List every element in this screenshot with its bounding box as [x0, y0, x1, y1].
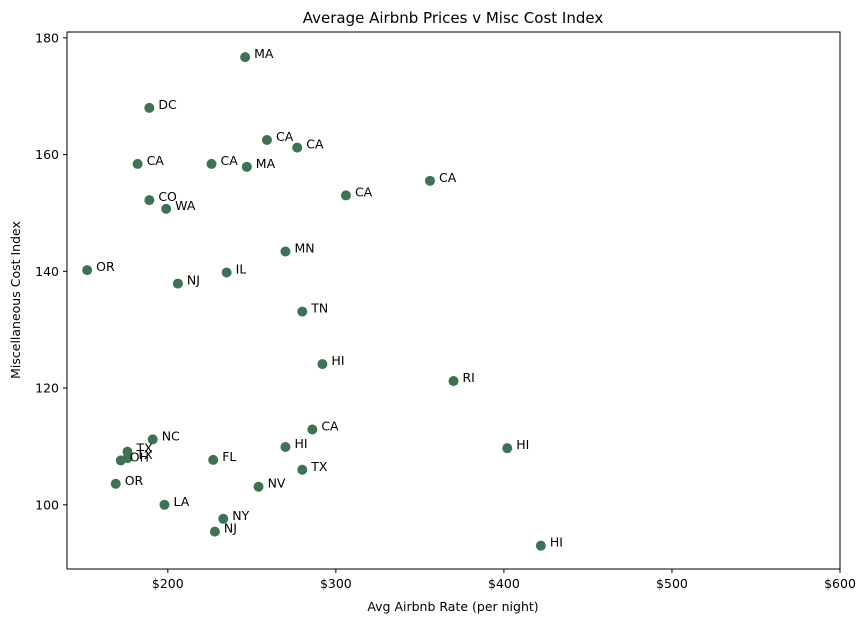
- data-point-label: NY: [232, 508, 249, 523]
- data-point-label: CO: [158, 189, 177, 204]
- data-point-label: OR: [125, 473, 144, 488]
- data-point-label: IL: [236, 261, 247, 276]
- data-point: [206, 158, 217, 169]
- data-point: [297, 464, 308, 475]
- data-point-label: CA: [276, 129, 294, 144]
- data-point-label: TX: [310, 459, 328, 474]
- data-point: [340, 190, 351, 201]
- data-point-label: OH: [130, 449, 149, 464]
- data-point: [424, 175, 435, 186]
- data-point: [82, 265, 93, 276]
- data-point-label: FL: [222, 449, 236, 464]
- data-point-label: LA: [173, 494, 189, 509]
- data-point-label: CA: [355, 184, 373, 199]
- x-axis-title: Avg Airbnb Rate (per night): [367, 599, 538, 614]
- data-point-label: NC: [162, 428, 180, 443]
- data-points: [82, 52, 546, 551]
- plot-frame: [66, 31, 841, 570]
- data-point: [144, 102, 155, 113]
- y-tick-label: 120: [35, 381, 59, 396]
- data-point-label: MN: [294, 240, 314, 255]
- data-point: [147, 434, 158, 445]
- y-tick-label: 140: [35, 264, 59, 279]
- data-point: [208, 454, 219, 465]
- data-point: [159, 499, 170, 510]
- data-point-label: CA: [439, 170, 457, 185]
- data-point-label: MA: [256, 156, 276, 171]
- data-point-label: RI: [463, 370, 475, 385]
- data-point-label: CA: [321, 418, 339, 433]
- x-tick-label: $600: [824, 576, 856, 591]
- data-point-label: CA: [306, 137, 324, 152]
- data-point-label: NV: [268, 476, 286, 491]
- data-point: [241, 161, 252, 172]
- x-tick-label: $400: [488, 576, 520, 591]
- y-tick-label: 160: [35, 147, 59, 162]
- data-point: [172, 278, 183, 289]
- data-point-label: NJ: [187, 273, 200, 288]
- data-point: [292, 142, 303, 153]
- data-point: [144, 195, 155, 206]
- data-point: [307, 424, 318, 435]
- data-point: [161, 203, 172, 214]
- data-point-label: CA: [221, 153, 239, 168]
- data-point: [448, 376, 459, 387]
- data-point-label: DC: [158, 97, 177, 112]
- data-point-label: CA: [147, 153, 165, 168]
- y-tick-label: 180: [35, 30, 59, 45]
- data-point-label: HI: [516, 437, 529, 452]
- data-point-label: HI: [550, 535, 563, 550]
- data-point: [317, 359, 328, 370]
- data-point-label: NJ: [224, 521, 237, 536]
- x-tick-label: $500: [656, 576, 688, 591]
- x-tick-label: $300: [320, 576, 352, 591]
- data-point: [253, 481, 264, 492]
- chart-title: Average Airbnb Prices v Misc Cost Index: [303, 9, 604, 27]
- data-point: [209, 526, 220, 537]
- data-point: [297, 306, 308, 317]
- data-point: [280, 246, 291, 257]
- data-point-label: TX: [135, 447, 153, 462]
- data-point: [110, 478, 121, 489]
- data-point: [240, 52, 251, 63]
- data-point-label: WA: [175, 198, 196, 213]
- data-point: [221, 267, 232, 278]
- data-point-label: TX: [135, 441, 153, 456]
- y-axis-title: Miscellaneous Cost Index: [8, 221, 23, 379]
- data-point: [280, 442, 291, 453]
- data-point: [535, 540, 546, 551]
- data-point: [132, 158, 143, 169]
- data-point-label: HI: [294, 436, 307, 451]
- data-point-label: MA: [254, 46, 274, 61]
- data-point: [115, 455, 126, 466]
- x-tick-label: $200: [152, 576, 184, 591]
- y-tick-label: 100: [35, 497, 59, 512]
- axis-ticks: $200 $300 $400 $500 $600 100 120 140 160 180: [35, 30, 856, 591]
- data-point: [261, 134, 272, 145]
- data-point: [218, 513, 229, 524]
- data-point-label: OR: [96, 259, 115, 274]
- data-point-label: TN: [310, 301, 328, 316]
- data-point: [502, 443, 513, 454]
- data-point-label: HI: [331, 353, 344, 368]
